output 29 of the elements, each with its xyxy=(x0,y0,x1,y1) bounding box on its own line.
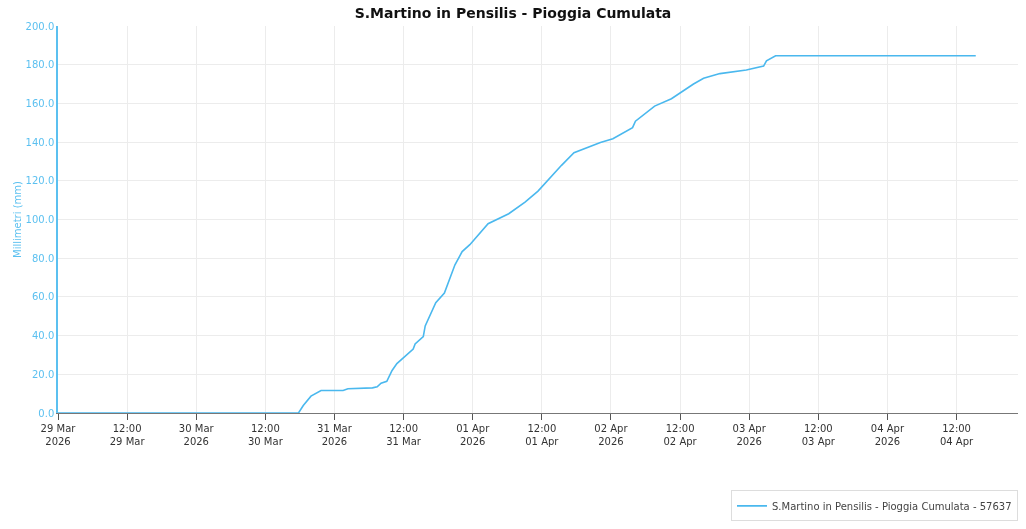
y-tick-label: 140.0 xyxy=(25,136,55,148)
x-tick-label: 01 Apr 2026 xyxy=(456,423,491,447)
y-tick-label: 60.0 xyxy=(31,291,55,303)
legend-label: S.Martino in Pensilis - Pioggia Cumulata - 57637 xyxy=(772,500,1012,512)
y-tick-label: 100.0 xyxy=(25,214,55,225)
x-tick-label: 12:00 01 Apr xyxy=(525,423,560,447)
x-tick-label: 03 Apr 2026 xyxy=(732,423,767,447)
y-tick-label: 180.0 xyxy=(25,59,55,71)
y-tick-label: 40.0 xyxy=(31,330,55,342)
x-tick-label: 12:00 02 Apr xyxy=(663,423,698,447)
x-tick-label: 12:00 31 Mar xyxy=(386,423,422,447)
x-tick-label: 12:00 29 Mar xyxy=(109,423,146,447)
line-series xyxy=(58,55,977,413)
x-tick-label: 04 Apr 2026 xyxy=(870,423,905,447)
chart-title: S.Martino in Pensilis - Pioggia Cumulata xyxy=(354,4,672,21)
y-tick-label: 160.0 xyxy=(25,97,55,109)
x-tick-label: 12:00 30 Mar xyxy=(247,423,284,447)
y-tick-label: 200.0 xyxy=(25,20,55,32)
x-tick-label: 12:00 04 Apr xyxy=(939,423,975,447)
x-tick-label: 29 Mar 2026 xyxy=(40,423,77,447)
y-tick-label: 20.0 xyxy=(31,368,55,380)
y-tick-label: 120.0 xyxy=(25,175,55,187)
x-tick-label: 02 Apr 2026 xyxy=(594,423,629,447)
x-tick-label: 31 Mar 2026 xyxy=(317,423,353,447)
y-tick-label: 0.0 xyxy=(38,407,55,419)
x-tick-label: 12:00 03 Apr xyxy=(801,423,836,447)
y-axis-title: Millimetri (mm) xyxy=(12,180,24,258)
y-tick-label: 80.0 xyxy=(31,252,55,264)
x-tick-label: 30 Mar 2026 xyxy=(178,423,215,447)
